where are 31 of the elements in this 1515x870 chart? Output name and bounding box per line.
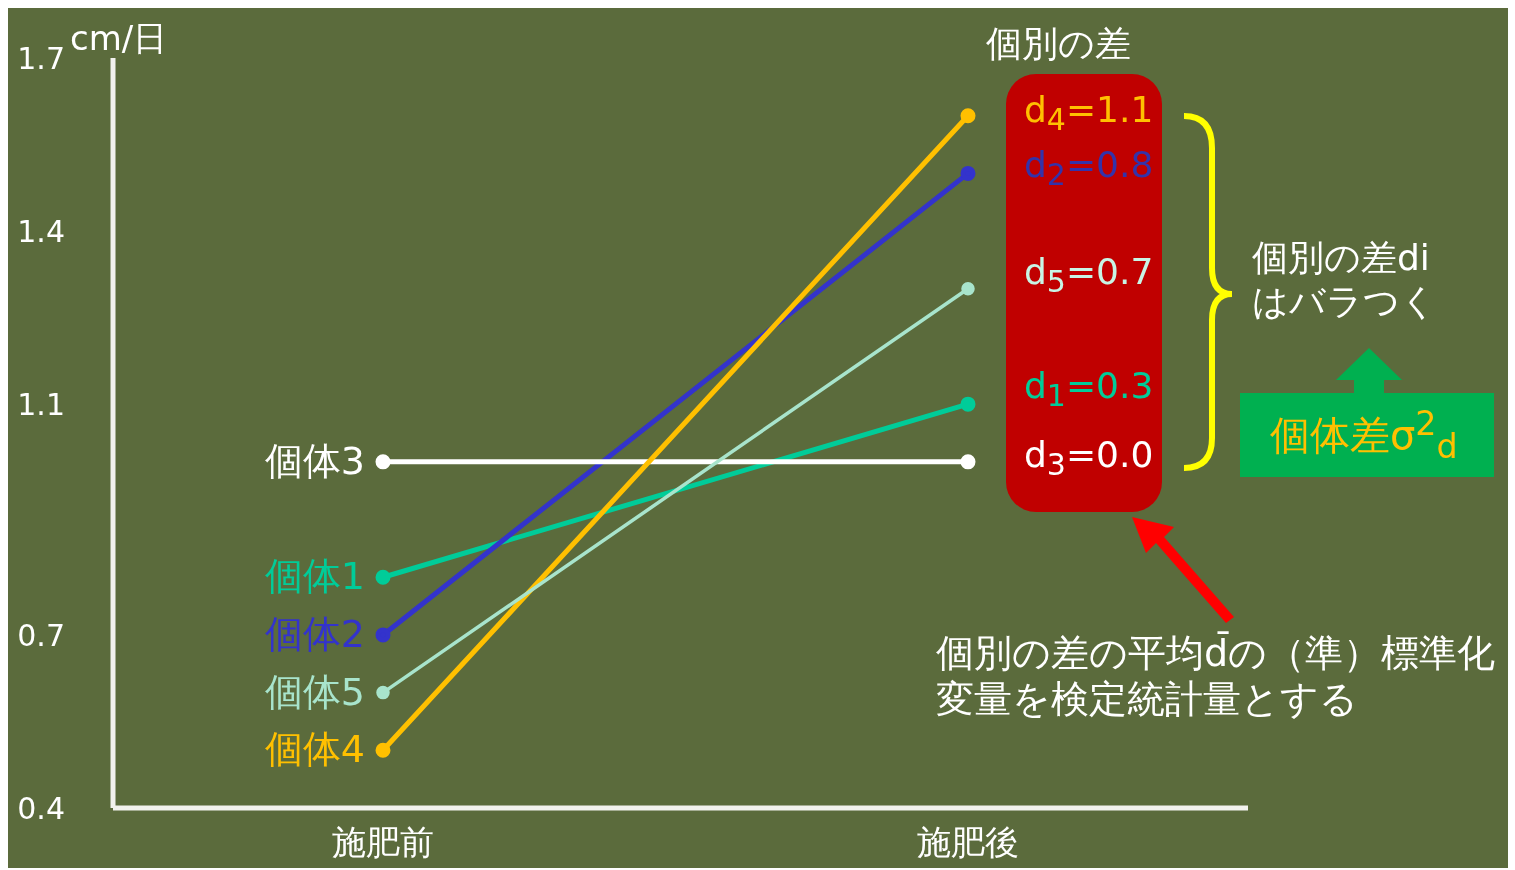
- series-label: 個体4: [264, 727, 365, 772]
- y-tick-label: 1.1: [17, 386, 65, 422]
- annotation: 個別の差: [986, 22, 1131, 66]
- point: [960, 396, 976, 412]
- y-axis-title: cm/日: [70, 17, 168, 60]
- point: [960, 454, 976, 470]
- series-label: 個体3: [264, 438, 365, 483]
- series-label: 個体1: [264, 554, 365, 599]
- annotation: d$_{4}$=1.1: [1024, 88, 1154, 140]
- point: [961, 282, 975, 296]
- annotation: 個別の差の平均d̄の（準）標準化変量を検定統計量とする: [936, 630, 1496, 722]
- annotation: d$_{2}$=0.8: [1024, 143, 1154, 195]
- point: [375, 454, 391, 470]
- annotation: d$_{5}$=0.7: [1024, 250, 1154, 302]
- y-tick-label: 0.4: [17, 790, 65, 826]
- point: [960, 108, 976, 124]
- x-tick-label: 施肥前: [332, 822, 434, 863]
- y-tick-label: 1.4: [17, 213, 65, 249]
- y-tick-label: 1.7: [17, 40, 65, 76]
- annotation: d$_{3}$=0.0: [1024, 433, 1154, 485]
- point: [375, 569, 391, 585]
- text: 個別の差di はバラつく: [1252, 236, 1437, 324]
- point: [960, 165, 976, 181]
- point: [375, 627, 391, 643]
- annotation: d$_{1}$=0.3: [1024, 364, 1154, 416]
- x-tick-label: 施肥後: [917, 822, 1019, 863]
- series-label: 個体5: [264, 669, 365, 714]
- y-tick-label: 0.7: [17, 617, 65, 653]
- series-label: 個体2: [264, 611, 365, 656]
- point: [376, 685, 390, 700]
- point: [375, 742, 391, 758]
